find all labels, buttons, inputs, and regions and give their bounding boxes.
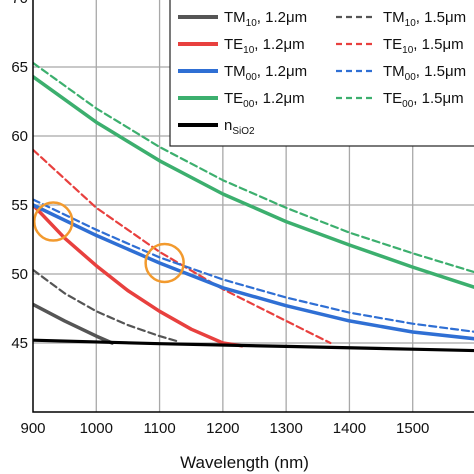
tick-labels: 900 1000 1100 1200 1300 1400 1500 45 50 55 60 65 70 bbox=[11, 0, 429, 437]
y-tick-label: 65 bbox=[11, 59, 28, 76]
legend-entry-label: TM10, 1.2μm bbox=[224, 9, 307, 29]
legend-box bbox=[169, 0, 474, 147]
y-tick-label: 45 bbox=[11, 335, 28, 352]
annotation-layer bbox=[33, 201, 185, 284]
highlight-circle-1 bbox=[144, 242, 185, 284]
y-tick-label: 55 bbox=[11, 197, 28, 214]
series-line-4 bbox=[33, 203, 474, 341]
series-line-6 bbox=[33, 74, 474, 289]
x-axis-label: Wavelength (nm) bbox=[180, 453, 309, 472]
series-line-2 bbox=[33, 203, 244, 348]
x-tick-label: 1400 bbox=[333, 420, 366, 437]
series-line-0 bbox=[33, 302, 114, 345]
x-tick-label: 1000 bbox=[80, 420, 113, 437]
plot-frame bbox=[32, 0, 474, 413]
y-tick-label: 70 bbox=[11, 0, 28, 7]
legend-entry-label: TM10, 1.5μm bbox=[383, 9, 466, 29]
series-line-3 bbox=[33, 148, 332, 345]
legend-entry-label: TE10, 1.5μm bbox=[383, 36, 464, 56]
legend-entry-label: nSiO2 bbox=[224, 117, 255, 137]
x-tick-label: 900 bbox=[20, 420, 45, 437]
legend-entry-label: TE10, 1.2μm bbox=[224, 36, 305, 56]
highlight-circle-0 bbox=[33, 201, 74, 242]
series-layer bbox=[33, 61, 474, 353]
series-line-1 bbox=[33, 268, 180, 343]
legend: TM10, 1.2μm TM10, 1.5μm TE10, 1.2μm TE10, 1… bbox=[169, 0, 474, 147]
x-tick-label: 1300 bbox=[269, 420, 302, 437]
x-tick-label: 1500 bbox=[396, 420, 429, 437]
y-tick-label: 60 bbox=[11, 128, 28, 145]
legend-entry-label: TM00, 1.5μm bbox=[383, 63, 466, 83]
y-tick-label: 50 bbox=[11, 266, 28, 283]
series-line-7 bbox=[33, 61, 474, 274]
x-tick-label: 1100 bbox=[143, 420, 175, 437]
series-line-5 bbox=[33, 198, 474, 333]
legend-entry-label: TM00, 1.2μm bbox=[224, 63, 307, 83]
series-line-8 bbox=[33, 338, 474, 353]
legend-entry-label: TE00, 1.2μm bbox=[224, 90, 305, 110]
legend-entry-label: TE00, 1.5μm bbox=[383, 90, 464, 110]
x-tick-label: 1200 bbox=[206, 420, 239, 437]
